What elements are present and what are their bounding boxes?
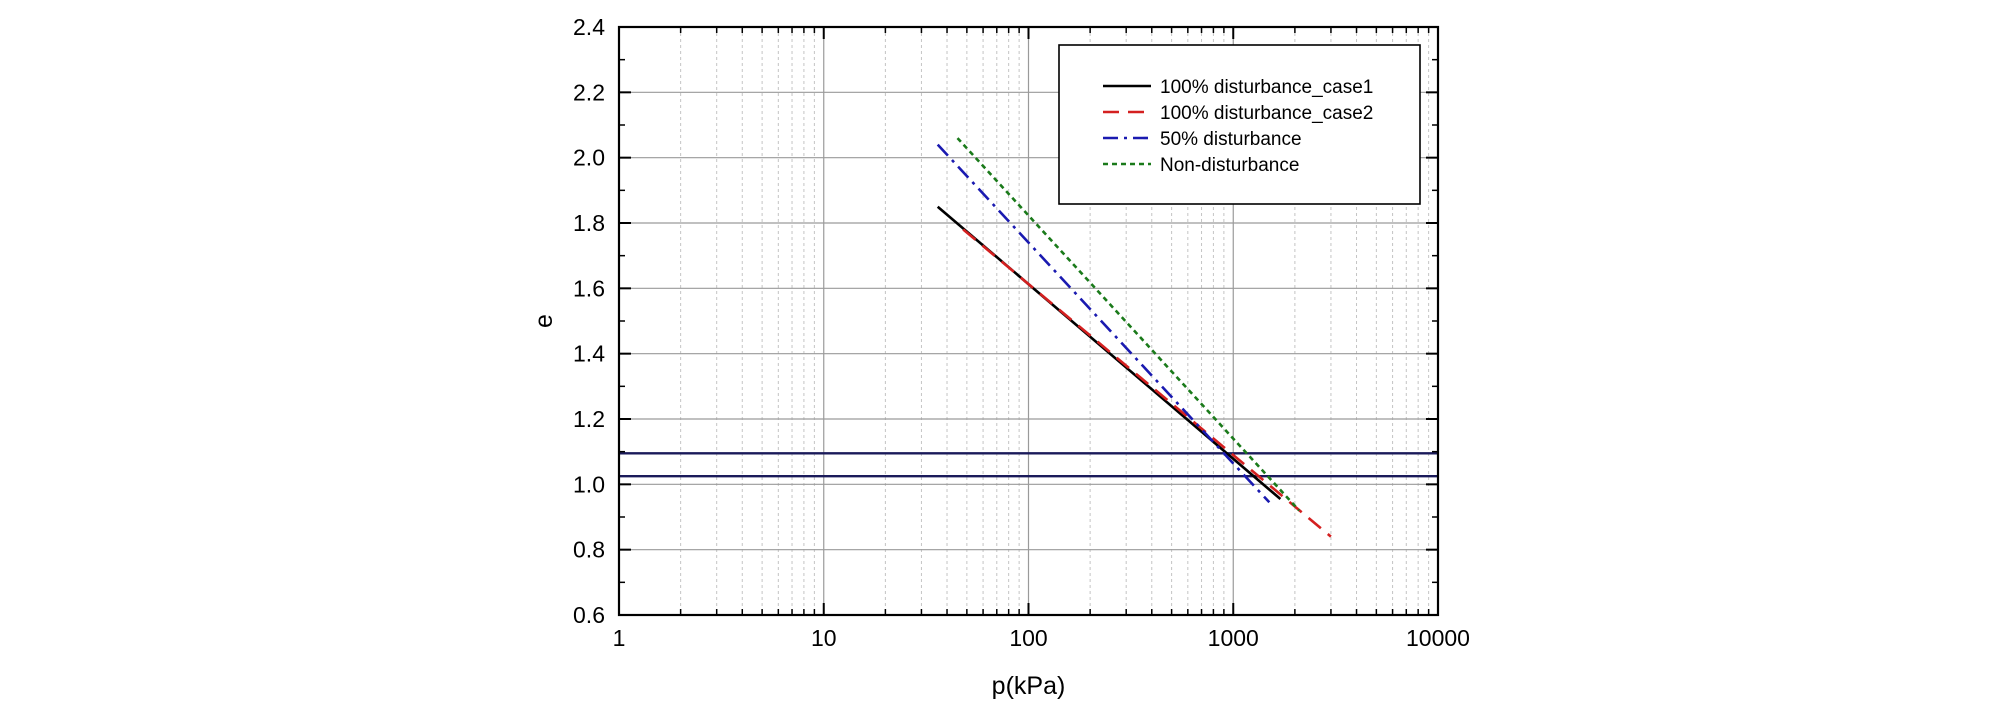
y-tick-label: 2.0 [573,145,605,171]
x-tick-label: 10 [811,625,837,651]
tick-labels: 1 10 100 1000 10000 0.6 0.8 1.0 1.2 1.4 1.6 1.8 2.0 2… [573,14,1470,651]
y-tick-label: 2.2 [573,79,605,105]
y-tick-label: 1.2 [573,406,605,432]
y-tick-label: 1.6 [573,275,605,301]
y-axis-title: e [530,314,558,328]
y-tick-label: 2.4 [573,14,605,40]
x-axis-title: p(kPa) [992,672,1066,700]
x-tick-label: 10000 [1406,625,1470,651]
series-line-2 [962,228,1332,538]
y-tick-label: 0.6 [573,602,605,628]
series-line-4 [956,137,1301,512]
y-tick-label: 1.4 [573,341,605,367]
legend-label-3: 50% disturbance [1160,129,1302,150]
x-tick-label: 1000 [1208,625,1259,651]
legend: 100% disturbance_case1 100% disturbance_c… [1058,44,1421,205]
series-line-3 [936,143,1271,504]
y-tick-label: 1.0 [573,471,605,497]
legend-label-2: 100% disturbance_case2 [1160,103,1373,124]
reference-lines [619,452,1438,478]
plot-series [936,137,1332,538]
legend-label-1: 100% disturbance_case1 [1160,77,1373,98]
y-tick-label: 1.8 [573,210,605,236]
legend-box [1058,44,1421,205]
x-tick-label: 1 [613,625,626,651]
axis-ticks [618,26,1439,616]
x-tick-label: 100 [1009,625,1047,651]
legend-label-4: Non-disturbance [1160,155,1299,176]
y-tick-label: 0.8 [573,537,605,563]
